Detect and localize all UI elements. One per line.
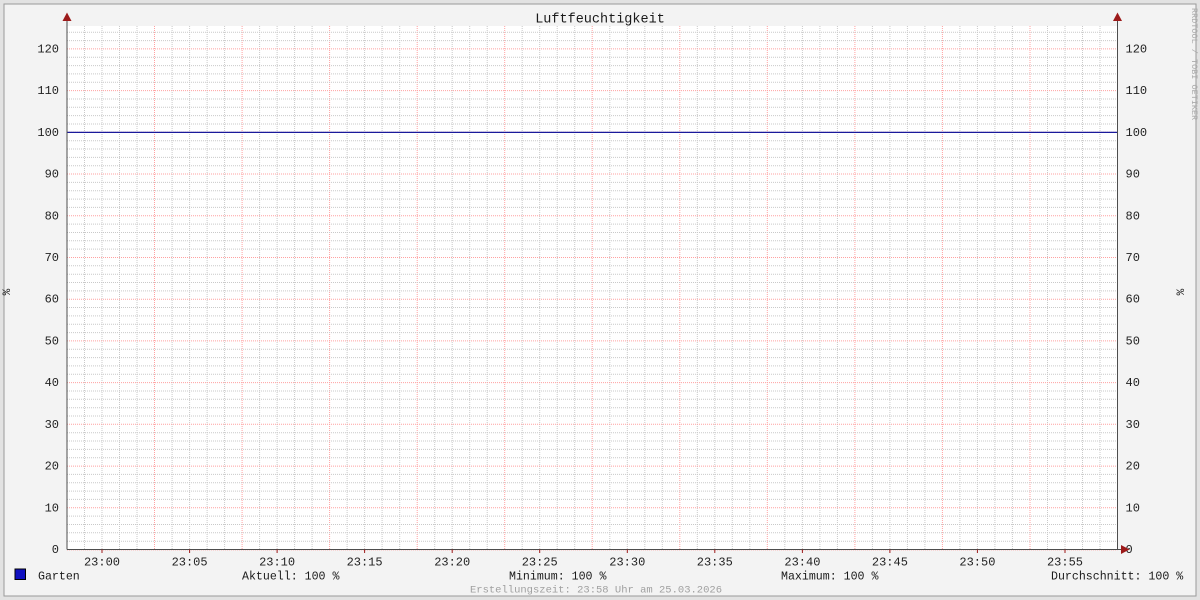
svg-text:RRDTOOL / TOBI OETIKER: RRDTOOL / TOBI OETIKER [1189, 8, 1199, 120]
svg-text:Minimum: 100 %: Minimum: 100 % [509, 571, 606, 584]
svg-text:100: 100 [1126, 126, 1148, 140]
svg-text:%: % [2, 288, 14, 295]
svg-text:90: 90 [1126, 168, 1140, 182]
svg-text:50: 50 [45, 334, 59, 348]
svg-text:10: 10 [1126, 501, 1140, 515]
svg-text:Garten: Garten [38, 571, 80, 584]
svg-text:50: 50 [1126, 334, 1140, 348]
svg-text:30: 30 [1126, 418, 1140, 432]
svg-text:23:25: 23:25 [522, 556, 558, 570]
svg-text:23:45: 23:45 [872, 556, 908, 570]
svg-text:23:00: 23:00 [84, 556, 120, 570]
svg-text:80: 80 [45, 209, 59, 223]
svg-text:90: 90 [45, 168, 59, 182]
svg-text:40: 40 [1126, 376, 1140, 390]
svg-text:70: 70 [45, 251, 59, 265]
svg-text:Maximum: 100 %: Maximum: 100 % [781, 571, 878, 584]
svg-text:23:10: 23:10 [259, 556, 295, 570]
svg-text:100: 100 [37, 126, 59, 140]
svg-text:23:20: 23:20 [434, 556, 470, 570]
svg-text:Erstellungszeit: 23:58 Uhr am: Erstellungszeit: 23:58 Uhr am 25.03.2026 [470, 585, 722, 597]
svg-text:80: 80 [1126, 209, 1140, 223]
svg-text:23:50: 23:50 [959, 556, 995, 570]
svg-text:23:15: 23:15 [347, 556, 383, 570]
svg-text:30: 30 [45, 418, 59, 432]
svg-text:Aktuell: 100 %: Aktuell: 100 % [242, 571, 339, 584]
svg-text:120: 120 [1126, 42, 1148, 56]
svg-text:23:55: 23:55 [1047, 556, 1083, 570]
svg-text:23:05: 23:05 [172, 556, 208, 570]
svg-text:40: 40 [45, 376, 59, 390]
svg-text:23:40: 23:40 [784, 556, 820, 570]
svg-text:60: 60 [1126, 293, 1140, 307]
svg-text:%: % [1176, 288, 1188, 295]
svg-text:60: 60 [45, 293, 59, 307]
svg-text:23:35: 23:35 [697, 556, 733, 570]
svg-text:110: 110 [1126, 84, 1148, 98]
svg-text:Durchschnitt: 100 %: Durchschnitt: 100 % [1051, 571, 1183, 584]
svg-text:23:30: 23:30 [609, 556, 645, 570]
svg-text:70: 70 [1126, 251, 1140, 265]
svg-text:10: 10 [45, 501, 59, 515]
svg-text:20: 20 [1126, 460, 1140, 474]
svg-text:Luftfeuchtigkeit: Luftfeuchtigkeit [535, 13, 665, 28]
svg-text:0: 0 [52, 543, 59, 557]
svg-text:120: 120 [37, 42, 59, 56]
svg-text:110: 110 [37, 84, 59, 98]
svg-text:20: 20 [45, 460, 59, 474]
